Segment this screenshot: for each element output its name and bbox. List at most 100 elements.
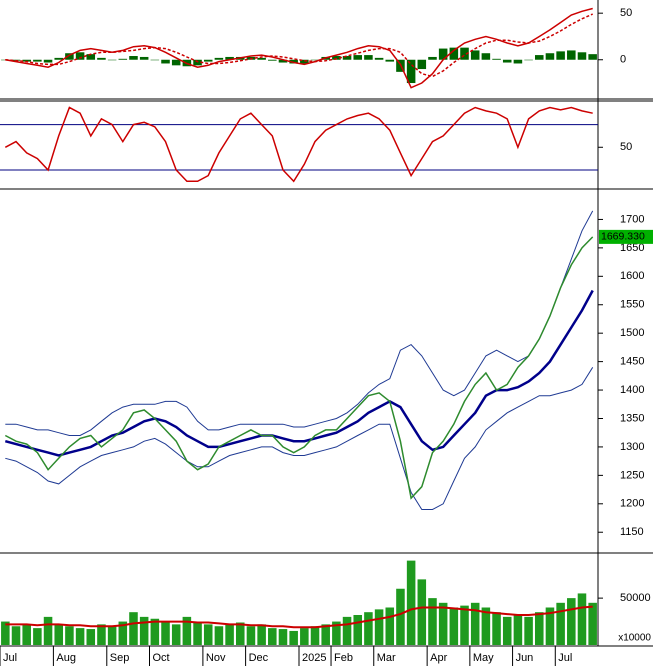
y-tick-label: 1300: [620, 441, 644, 453]
y-tick-label: 1400: [620, 384, 644, 396]
bar: [22, 624, 31, 645]
bar: [492, 58, 501, 60]
bar: [139, 616, 149, 645]
bar: [567, 598, 576, 645]
bar: [492, 612, 501, 645]
bar: [107, 59, 117, 61]
bar: [214, 57, 224, 60]
y-tick-label: 50000: [620, 592, 651, 604]
bar: [374, 57, 384, 60]
bar: [524, 59, 533, 61]
y-tick-label: 1250: [620, 469, 644, 481]
bar: [545, 607, 555, 645]
value-label-box: [599, 229, 653, 244]
line: [5, 13, 594, 78]
unit-label: x10000: [618, 633, 651, 644]
bar: [460, 605, 469, 645]
y-tick-label: 1700: [620, 213, 644, 225]
bar: [438, 602, 448, 645]
bar: [449, 47, 459, 60]
bar: [374, 609, 384, 645]
x-tick-label: Aug: [56, 652, 76, 664]
bar: [502, 59, 512, 63]
y-tick-label: 50: [620, 7, 632, 19]
bar: [171, 59, 181, 66]
bar: [246, 626, 256, 645]
bar: [43, 616, 53, 645]
bar: [97, 57, 106, 60]
x-tick-label: May: [473, 652, 494, 664]
bar: [11, 626, 21, 645]
x-tick-label: Oct: [153, 652, 170, 664]
bar: [481, 607, 491, 645]
y-tick-label: 1150: [620, 526, 644, 538]
bar: [438, 48, 448, 60]
bar: [588, 602, 597, 645]
line: [4, 236, 594, 500]
bar: [257, 624, 266, 645]
bar: [193, 59, 202, 66]
bar: [65, 53, 74, 60]
bar: [342, 56, 352, 60]
bar: [235, 622, 245, 645]
x-tick-label: Jul: [3, 652, 17, 664]
bar: [502, 616, 512, 645]
bar: [278, 59, 288, 63]
bar: [118, 58, 128, 60]
bar: [129, 612, 138, 645]
bar: [139, 56, 149, 60]
bar: [22, 59, 31, 62]
bar: [524, 616, 533, 645]
bar: [364, 55, 373, 60]
bar: [203, 624, 213, 645]
y-tick-label: 50: [620, 141, 632, 153]
bar: [107, 626, 117, 645]
line: [4, 289, 594, 457]
bar: [278, 629, 288, 645]
bar: [97, 624, 106, 645]
bar: [406, 59, 416, 84]
y-tick-label: 1550: [620, 299, 644, 311]
bar: [385, 607, 395, 645]
bar: [470, 602, 480, 645]
y-tick-label: 1500: [620, 327, 644, 339]
bar: [588, 54, 597, 60]
x-tick-label: Dec: [249, 652, 269, 664]
bar: [289, 630, 298, 645]
line: [5, 7, 593, 89]
bar: [129, 56, 138, 60]
bar: [353, 615, 363, 645]
line: [4, 106, 593, 183]
bar: [161, 621, 170, 645]
bar: [225, 624, 234, 645]
line: [5, 605, 593, 629]
bar: [43, 59, 53, 63]
bar: [449, 607, 459, 645]
y-tick-label: 1200: [620, 498, 644, 510]
bar: [428, 56, 437, 60]
y-tick-label: 1450: [620, 356, 644, 368]
bar: [33, 59, 42, 62]
bar: [396, 588, 405, 645]
bar: [150, 59, 160, 61]
bar: [556, 51, 565, 60]
bar: [577, 593, 587, 645]
bar: [481, 53, 491, 60]
x-tick-label: Nov: [206, 652, 226, 664]
bar: [86, 629, 96, 645]
bar: [225, 56, 234, 60]
bar: [86, 54, 96, 60]
bar: [332, 56, 341, 60]
bar: [428, 598, 437, 645]
bar: [310, 59, 320, 61]
x-tick-label: Sep: [110, 652, 130, 664]
bar: [1, 621, 10, 645]
bar: [65, 626, 74, 645]
bar: [513, 615, 523, 645]
bar: [534, 55, 544, 60]
bar: [171, 624, 181, 645]
y-tick-label: 1600: [620, 270, 644, 282]
bar: [385, 59, 395, 62]
bar: [406, 560, 416, 645]
